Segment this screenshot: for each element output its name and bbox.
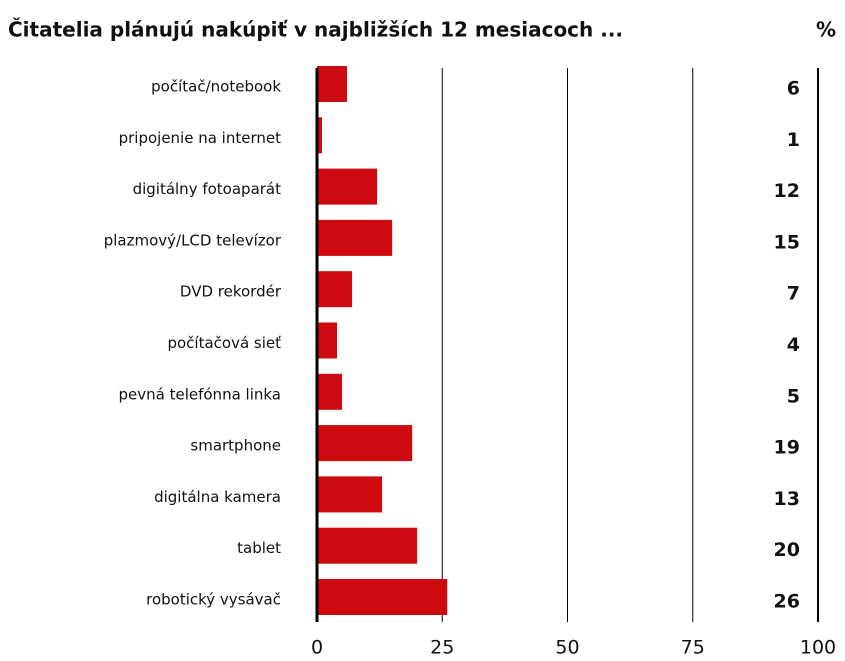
category-label: DVD rekordér [180,283,282,301]
bar [317,579,448,615]
category-label: digitálny fotoaparát [133,180,282,198]
bar [317,425,413,462]
category-label: smartphone [190,437,281,455]
category-label: počítač/notebook [151,78,281,96]
bar [317,373,343,410]
value-label: 1 [787,129,800,151]
value-label: 13 [774,488,800,510]
category-label: pripojenie na internet [119,129,282,147]
bar [317,117,323,154]
x-tick-label: 100 [800,637,836,659]
category-label: počítačová sieť [167,334,281,352]
x-tick-label: 0 [311,637,323,659]
value-label: 5 [787,385,800,407]
bar [317,322,338,359]
bar [317,271,353,308]
value-label: 15 [774,231,800,253]
bar [317,527,418,564]
value-label: 6 [787,78,800,100]
value-label: 7 [787,283,800,305]
x-tick-label: 50 [555,637,579,659]
x-tick-label: 75 [681,637,705,659]
category-label: pevná telefónna linka [119,385,282,403]
category-label: robotický vysávač [146,591,281,609]
category-label: plazmový/LCD televízor [104,231,282,249]
value-label: 20 [774,539,800,561]
value-label: 12 [774,180,800,202]
axis-unit-label: % [816,18,836,42]
chart-title: Čitatelia plánujú nakúpiť v najbližších … [8,18,623,42]
bar [317,66,348,102]
bar [317,168,378,205]
category-label: digitálna kamera [154,488,281,506]
value-label: 26 [774,591,800,613]
value-label: 19 [774,437,800,459]
bar [317,476,383,513]
bar [317,219,393,256]
value-label: 4 [787,334,800,356]
category-label: tablet [237,539,281,557]
x-tick-label: 25 [430,637,454,659]
